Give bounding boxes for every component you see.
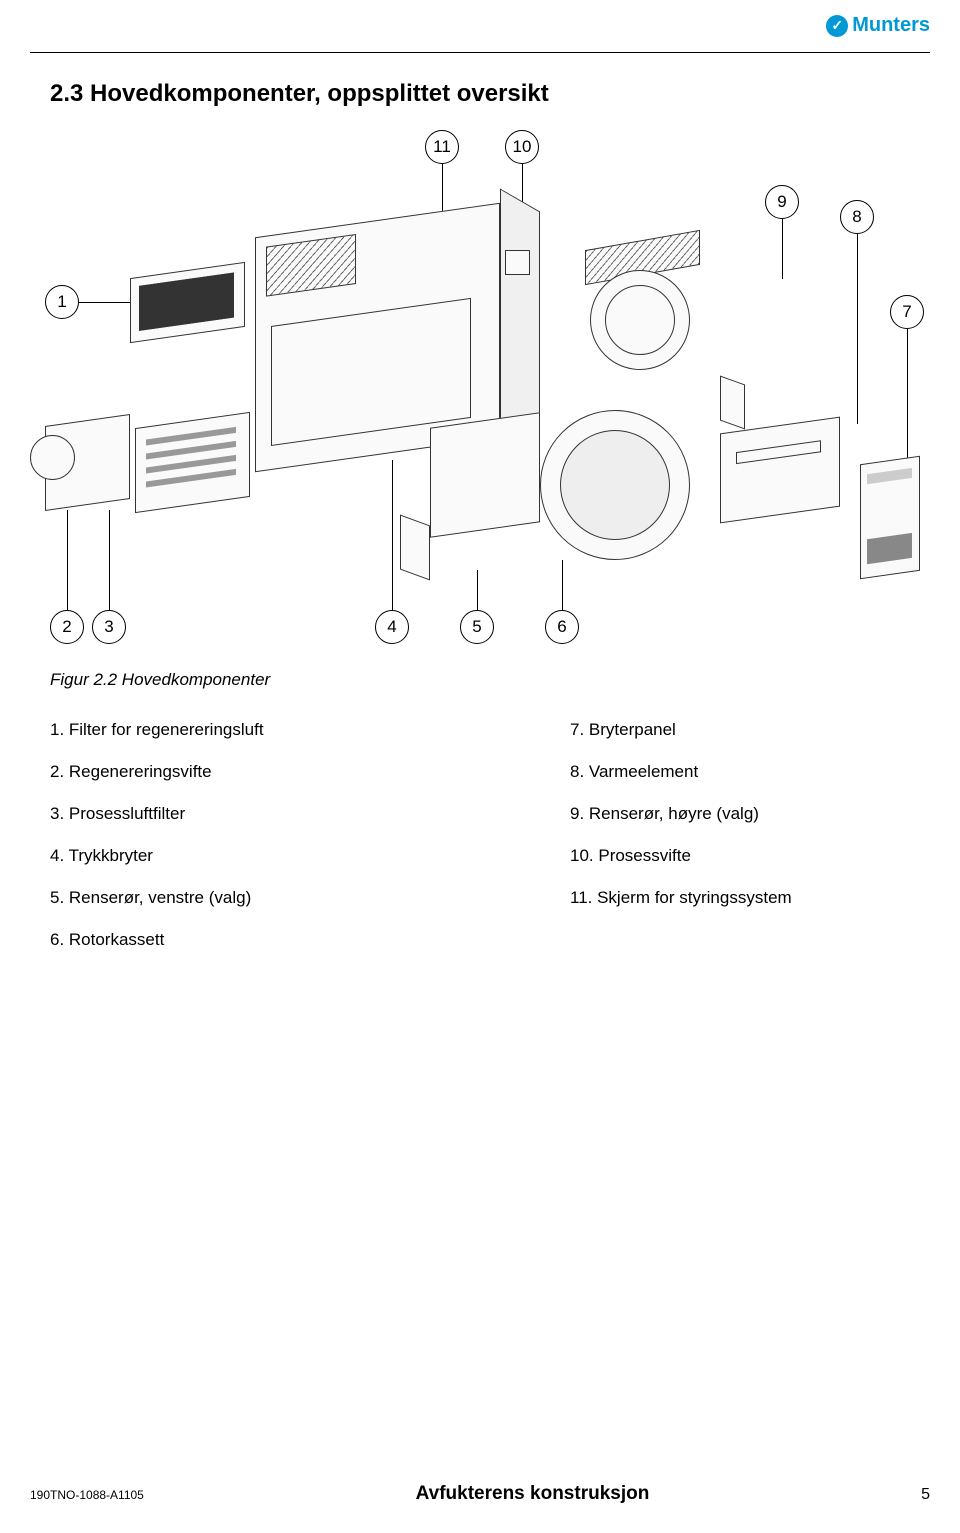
chassis-opening: [271, 298, 471, 446]
leader-4: [392, 460, 393, 610]
legend-left-column: 1. Filter for regenereringsluft 2. Regen…: [50, 720, 264, 950]
callout-7: 7: [890, 295, 924, 329]
legend-item: 6. Rotorkassett: [50, 930, 264, 950]
leader-6: [562, 560, 563, 610]
leader-2: [67, 510, 68, 610]
legend-item: 2. Regenereringsvifte: [50, 762, 264, 782]
exploded-diagram: 11 10 9 8 7 1: [30, 130, 930, 650]
header-rule: [30, 52, 930, 53]
chassis-grille: [266, 234, 356, 297]
display-panel: [505, 250, 530, 275]
page-footer: 190TNO-1088-A1105 Avfukterens konstruksj…: [30, 1483, 930, 1505]
doc-number: 190TNO-1088-A1105: [30, 1488, 144, 1502]
switch-panel: [860, 456, 920, 579]
callout-10: 10: [505, 130, 539, 164]
callout-3: 3: [92, 610, 126, 644]
cleaning-tube-right: [720, 375, 745, 429]
leader-7: [907, 329, 908, 469]
section-title: 2.3 Hovedkomponenter, oppsplittet oversi…: [50, 80, 549, 108]
page-number: 5: [921, 1486, 930, 1504]
callout-9: 9: [765, 185, 799, 219]
figure-caption: Figur 2.2 Hovedkomponenter: [50, 670, 270, 690]
logo-check-icon: ✓: [826, 15, 848, 37]
legend-item: 11. Skjerm for styringssystem: [570, 888, 910, 908]
leader-9: [782, 219, 783, 279]
legend-item: 9. Renserør, høyre (valg): [570, 804, 910, 824]
filter-panel: [130, 262, 245, 343]
legend-item: 4. Trykkbryter: [50, 846, 264, 866]
heater-box: [720, 417, 840, 524]
callout-1: 1: [45, 285, 79, 319]
chassis-side: [500, 188, 540, 446]
callout-8: 8: [840, 200, 874, 234]
legend-item: 1. Filter for regenereringsluft: [50, 720, 264, 740]
legend-item: 7. Bryterpanel: [570, 720, 910, 740]
legend-right-column: 7. Bryterpanel 8. Varmeelement 9. Renser…: [570, 720, 910, 950]
callout-4: 4: [375, 610, 409, 644]
callout-5: 5: [460, 610, 494, 644]
rotor-cassette-box: [430, 412, 540, 537]
leader-3: [109, 510, 110, 610]
legend-item: 8. Varmeelement: [570, 762, 910, 782]
filter-mesh: [139, 272, 234, 330]
fan-inlet: [605, 285, 675, 355]
cleaning-tube-left: [400, 515, 430, 581]
leader-8: [857, 234, 858, 424]
callout-6: 6: [545, 610, 579, 644]
regen-fan-motor: [30, 435, 75, 480]
legend: 1. Filter for regenereringsluft 2. Regen…: [50, 720, 910, 950]
process-filter: [135, 412, 250, 513]
callout-2: 2: [50, 610, 84, 644]
legend-item: 3. Prosessluftfilter: [50, 804, 264, 824]
legend-item: 5. Renserør, venstre (valg): [50, 888, 264, 908]
brand-logo: ✓ Munters: [826, 14, 930, 37]
leader-5: [477, 570, 478, 610]
rotor-wheel-inner: [560, 430, 670, 540]
legend-item: 10. Prosessvifte: [570, 846, 910, 866]
callout-11: 11: [425, 130, 459, 164]
logo-text: Munters: [852, 14, 930, 37]
footer-section-title: Avfukterens konstruksjon: [416, 1483, 650, 1505]
